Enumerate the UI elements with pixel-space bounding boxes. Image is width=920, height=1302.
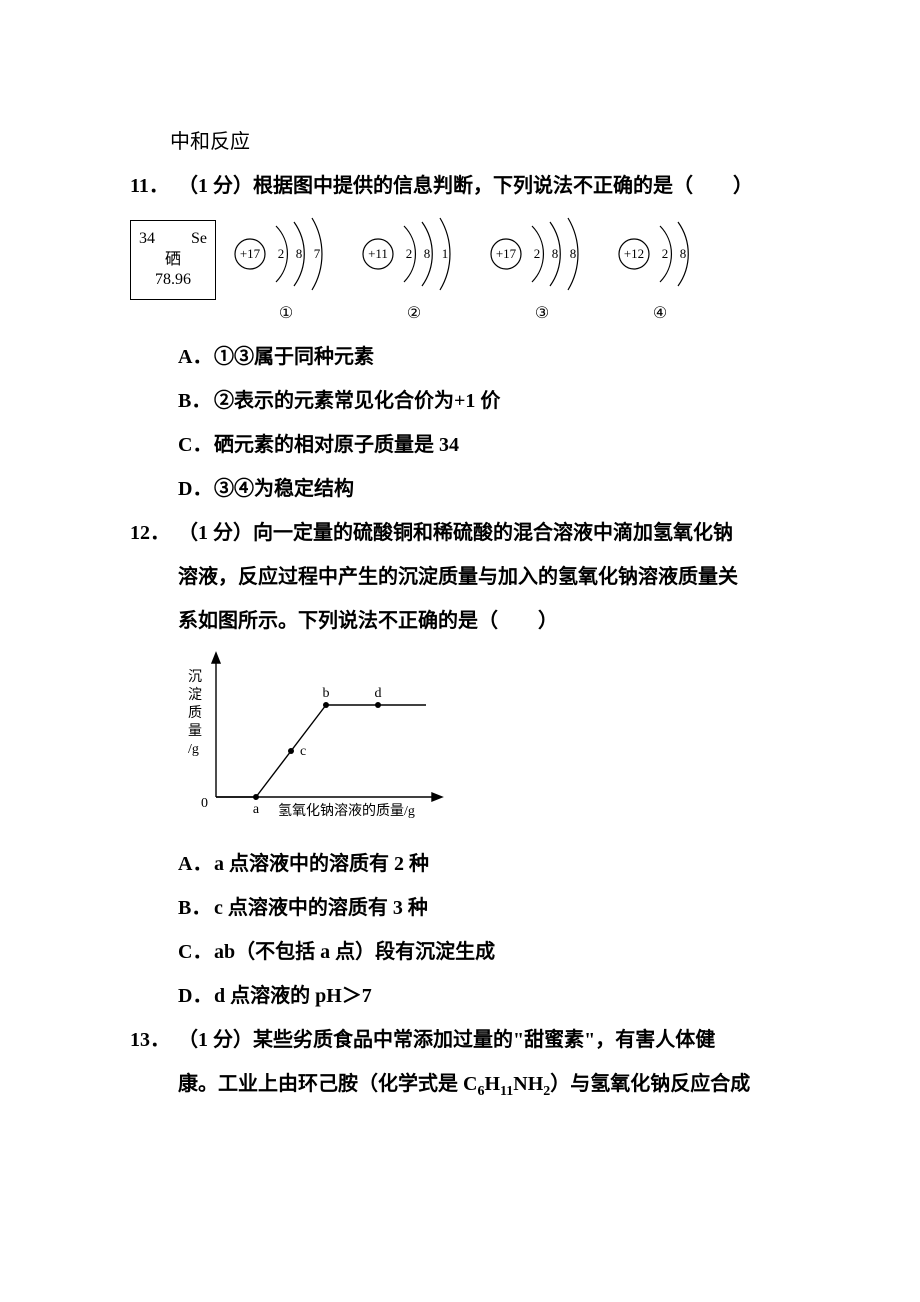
q12-choice-d-text: d 点溶液的 pH＞7: [214, 974, 372, 1018]
atom-1: +17 2 8 7 ①: [228, 214, 344, 331]
q11-choice-b: B．②表示的元素常见化合价为+1 价: [130, 379, 810, 423]
q11-choice-d: D．③④为稳定结构: [130, 467, 810, 511]
graph-ylabel-4: 量: [188, 723, 202, 739]
atom-4-charge: +12: [624, 246, 644, 261]
atom-4-label: ④: [653, 296, 667, 331]
q13-stem1: 某些劣质食品中常添加过量的"甜蜜素"，有害人体健: [253, 1029, 715, 1051]
q11-figure: 34 Se 硒 78.96 +17 2 8 7 ①: [130, 214, 810, 331]
q11-number: 11．: [130, 164, 178, 208]
q12-choice-a: A．a 点溶液中的溶质有 2 种: [130, 842, 810, 886]
atom-3-shell-2: 8: [552, 246, 559, 261]
atom-2-shell-2: 8: [424, 246, 431, 261]
q12-choice-c: C．ab（不包括 a 点）段有沉淀生成: [130, 930, 810, 974]
q11-stem-text: 根据图中提供的信息判断，下列说法不正确的是（ ）: [253, 175, 753, 197]
atom-1-shell-3: 7: [314, 246, 321, 261]
choice-letter-c: C．: [178, 930, 214, 974]
q11-choice-a: A．①③属于同种元素: [130, 335, 810, 379]
element-atomic-number: 34: [139, 229, 155, 250]
q12-number: 12．: [130, 511, 178, 555]
choice-letter-d: D．: [178, 974, 214, 1018]
q12-choice-c-text: ab（不包括 a 点）段有沉淀生成: [214, 930, 495, 974]
q12-points: （1 分）: [178, 522, 253, 544]
q13-points: （1 分）: [178, 1029, 253, 1051]
atom-2-shell-1: 2: [406, 246, 413, 261]
atom-1-shell-2: 8: [296, 246, 303, 261]
q11-choice-c-text: 硒元素的相对原子质量是 34: [214, 423, 459, 467]
q11-stem: 11． （1 分）根据图中提供的信息判断，下列说法不正确的是（ ）: [130, 164, 810, 208]
graph-point-d: d: [375, 686, 382, 701]
element-mass: 78.96: [155, 270, 191, 291]
q11-choice-a-text: ①③属于同种元素: [214, 335, 374, 379]
atom-3-charge: +17: [496, 246, 517, 261]
graph-ylabel-1: 沉: [188, 669, 202, 685]
q13-stem2-pre: 康。工业上由环己胺（化学式是: [178, 1073, 463, 1095]
atom-1-shell-1: 2: [278, 246, 285, 261]
q11-choice-b-text: ②表示的元素常见化合价为+1 价: [214, 379, 500, 423]
atom-1-label: ①: [279, 296, 293, 331]
q11-choice-c: C．硒元素的相对原子质量是 34: [130, 423, 810, 467]
atom-1-charge: +17: [240, 246, 261, 261]
choice-letter-a: A．: [178, 842, 214, 886]
q11-choice-d-text: ③④为稳定结构: [214, 467, 354, 511]
q13-stem2-post: ）与氢氧化钠反应合成: [550, 1073, 750, 1095]
q12-choice-b: B．c 点溶液中的溶质有 3 种: [130, 886, 810, 930]
graph-point-b: b: [323, 686, 330, 701]
choice-letter-d: D．: [178, 467, 214, 511]
q12-stem-line1: 12． （1 分）向一定量的硫酸铜和稀硫酸的混合溶液中滴加氢氧化钠: [130, 511, 810, 555]
graph-ylabel-2: 淀: [188, 687, 202, 703]
q11-points: （1 分）: [178, 175, 253, 197]
atom-3-label: ③: [535, 296, 549, 331]
choice-letter-b: B．: [178, 379, 214, 423]
atom-2-charge: +11: [368, 246, 388, 261]
choice-letter-b: B．: [178, 886, 214, 930]
q12-stem-line3: 系如图所示。下列说法不正确的是（ ）: [130, 599, 810, 643]
atom-3-shell-1: 2: [534, 246, 541, 261]
q12-graph: 0 a b c d 沉 淀 质 量 /g 氢氧化钠溶液的质量/g: [178, 647, 810, 838]
choice-letter-c: C．: [178, 423, 214, 467]
q12-stem1: 向一定量的硫酸铜和稀硫酸的混合溶液中滴加氢氧化钠: [253, 522, 733, 544]
q13-stem-line2: 康。工业上由环己胺（化学式是 C6H11NH2）与氢氧化钠反应合成: [130, 1062, 810, 1108]
graph-point-a: a: [253, 802, 260, 817]
graph-ylabel-5: /g: [188, 742, 199, 757]
element-name: 硒: [165, 250, 181, 271]
q12-choice-d: D．d 点溶液的 pH＞7: [130, 974, 810, 1018]
q13-number: 13．: [130, 1018, 178, 1062]
atom-4: +12 2 8 ④: [612, 214, 708, 331]
q13-formula: C6H11NH2: [463, 1073, 550, 1095]
atom-4-shell-2: 8: [680, 246, 687, 261]
graph-origin: 0: [201, 796, 208, 811]
atom-3-shell-3: 8: [570, 246, 577, 261]
q12-stem-line2: 溶液，反应过程中产生的沉淀质量与加入的氢氧化钠溶液质量关: [130, 555, 810, 599]
atom-3: +17 2 8 8 ③: [484, 214, 600, 331]
graph-xlabel: 氢氧化钠溶液的质量/g: [278, 803, 415, 819]
q12-choice-b-text: c 点溶液中的溶质有 3 种: [214, 886, 428, 930]
atom-4-shell-1: 2: [662, 246, 669, 261]
element-box-se: 34 Se 硒 78.96: [130, 220, 216, 300]
element-symbol: Se: [191, 229, 207, 250]
atom-2: +11 2 8 1 ②: [356, 214, 472, 331]
atom-2-label: ②: [407, 296, 421, 331]
q13-stem-line1: 13． （1 分）某些劣质食品中常添加过量的"甜蜜素"，有害人体健: [130, 1018, 810, 1062]
top-context-line: 中和反应: [130, 120, 810, 164]
graph-ylabel-3: 质: [188, 705, 202, 721]
choice-letter-a: A．: [178, 335, 214, 379]
q12-choice-a-text: a 点溶液中的溶质有 2 种: [214, 842, 429, 886]
graph-point-c: c: [300, 744, 306, 759]
atom-2-shell-3: 1: [442, 246, 449, 261]
